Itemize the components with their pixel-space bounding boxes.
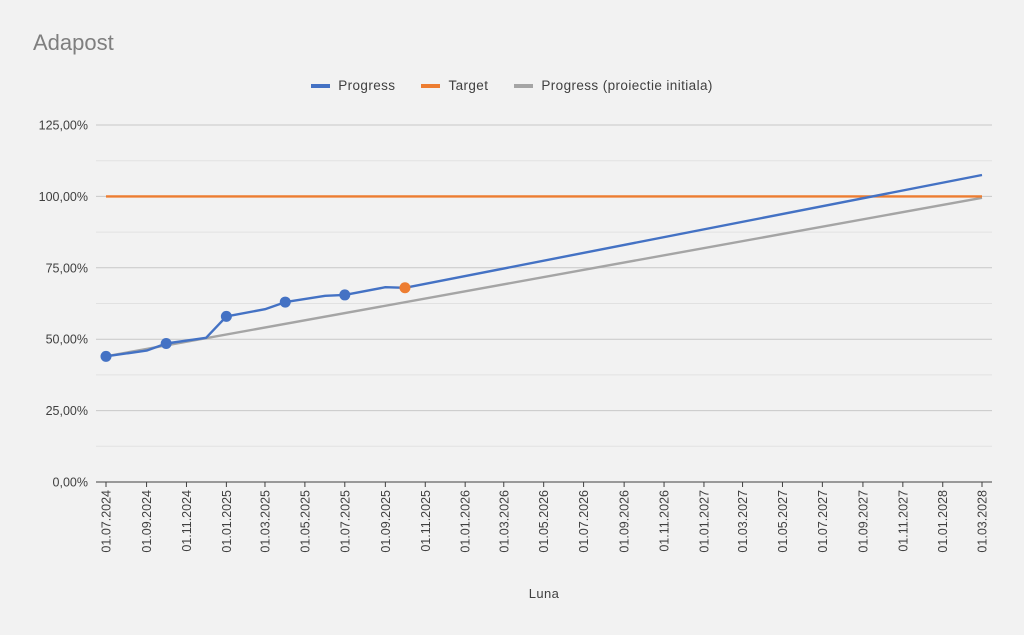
x-tick-label: 01.01.2027 <box>697 490 711 553</box>
x-tick-label: 01.03.2027 <box>736 490 750 553</box>
legend-label-progress: Progress <box>338 78 396 93</box>
legend-item-initial-projection: Progress (proiectie initiala) <box>514 78 712 93</box>
x-tick-label: 01.01.2026 <box>459 490 473 553</box>
legend-swatch-initial-projection <box>514 83 534 88</box>
progress-marker <box>100 350 112 362</box>
x-tick-label: 01.05.2026 <box>537 490 551 553</box>
y-tick-label: 0,00% <box>53 476 88 490</box>
progress-marker <box>160 337 172 349</box>
y-tick-label: 25,00% <box>46 404 88 418</box>
x-axis-title: Luna <box>529 586 560 601</box>
legend: Progress Target Progress (proiectie init… <box>0 78 1024 93</box>
y-tick-label: 100,00% <box>39 190 88 204</box>
x-tick-label: 01.11.2027 <box>896 490 910 552</box>
series-line-progress-proiectie-initiala <box>105 196 983 358</box>
progress-marker <box>279 296 291 308</box>
progress-marker <box>339 289 351 301</box>
y-tick-label: 50,00% <box>46 333 88 347</box>
progress-marker <box>220 310 232 322</box>
x-tick-label: 01.03.2028 <box>976 490 990 553</box>
x-tick-label: 01.07.2025 <box>338 490 352 553</box>
x-tick-label: 01.07.2026 <box>577 490 591 553</box>
legend-item-progress: Progress <box>311 78 395 93</box>
x-tick-label: 01.11.2024 <box>180 490 194 552</box>
series-line-progress <box>105 173 983 358</box>
legend-label-target: Target <box>448 78 489 93</box>
x-tick-label: 01.09.2025 <box>379 490 393 553</box>
x-tick-label: 01.01.2025 <box>220 490 234 553</box>
legend-swatch-progress <box>311 83 331 88</box>
x-tick-label: 01.05.2025 <box>298 490 312 553</box>
x-tick-label: 01.09.2024 <box>140 490 154 553</box>
legend-label-initial-projection: Progress (proiectie initiala) <box>541 78 713 93</box>
x-tick-label: 01.11.2026 <box>658 490 672 552</box>
x-tick-label: 01.07.2027 <box>816 490 830 553</box>
x-tick-label: 01.09.2027 <box>856 490 870 553</box>
x-tick-label: 01.07.2024 <box>100 490 114 553</box>
x-tick-label: 01.09.2026 <box>618 490 632 553</box>
x-tick-label: 01.03.2026 <box>497 490 511 553</box>
legend-item-target: Target <box>421 78 488 93</box>
x-tick-label: 01.03.2025 <box>258 490 272 553</box>
x-tick-label: 01.05.2027 <box>776 490 790 553</box>
legend-swatch-target <box>421 83 441 88</box>
chart-title: Adapost <box>33 30 114 55</box>
x-tick-label: 01.01.2028 <box>936 490 950 553</box>
y-tick-label: 75,00% <box>46 261 88 275</box>
x-tick-label: 01.11.2025 <box>419 490 433 552</box>
highlight-marker <box>399 282 411 294</box>
y-tick-label: 125,00% <box>39 119 88 133</box>
